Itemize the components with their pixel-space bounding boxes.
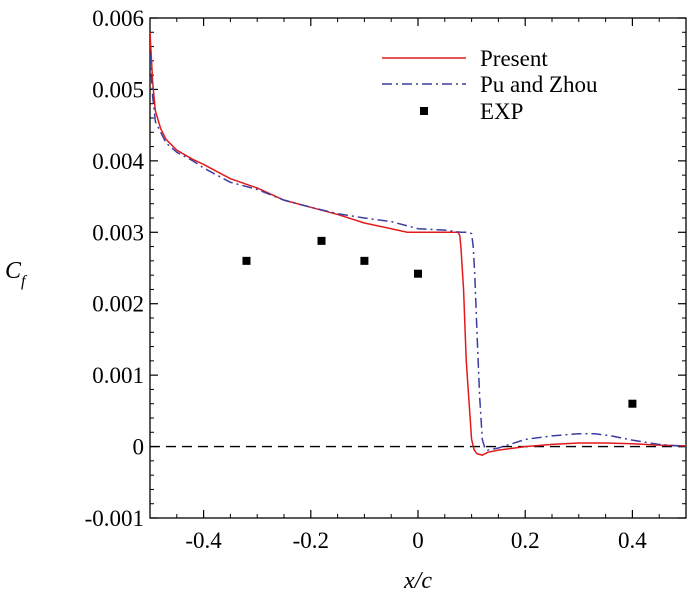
x-tick-label: 0.2 — [511, 528, 540, 553]
legend-marker-exp — [420, 107, 428, 115]
y-tick-label: 0.006 — [92, 6, 144, 31]
x-tick-label: 0 — [412, 528, 424, 553]
y-tick-label: 0.003 — [92, 220, 144, 245]
exp-data-point — [360, 256, 369, 265]
y-tick-label: 0.004 — [92, 149, 144, 174]
exp-data-point — [242, 256, 251, 265]
x-axis-title: x/c — [403, 568, 432, 594]
y-tick-label: 0.002 — [92, 292, 144, 317]
y-axis: -0.001 0 0.001 0.002 0.003 0.004 0.005 0.006 — [85, 6, 686, 531]
series-group — [150, 32, 686, 456]
exp-markers — [242, 236, 637, 408]
x-tick-label: -0.2 — [293, 528, 329, 553]
y-tick-label: 0.005 — [92, 77, 144, 102]
legend-label: EXP — [480, 99, 523, 124]
exp-data-point — [414, 269, 422, 278]
y-axis-title-sub: f — [21, 273, 28, 290]
legend-label: Present — [480, 46, 548, 71]
series-line-pu-and-zhou — [150, 53, 686, 451]
y-tick-label: 0.001 — [92, 363, 144, 388]
y-axis-title-main: C — [5, 258, 22, 284]
y-tick-label: 0 — [133, 435, 145, 460]
y-axis-title: Cf — [5, 258, 28, 290]
x-tick-label: -0.4 — [185, 528, 222, 553]
y-tick-label: -0.001 — [85, 506, 144, 531]
legend-label: Pu and Zhou — [480, 72, 598, 97]
exp-data-point — [628, 399, 637, 408]
series-line-present — [150, 32, 686, 456]
x-axis: -0.4 -0.2 0 0.2 0.4 — [149, 18, 687, 553]
exp-data-point — [317, 236, 326, 245]
x-tick-label: 0.4 — [618, 528, 647, 553]
